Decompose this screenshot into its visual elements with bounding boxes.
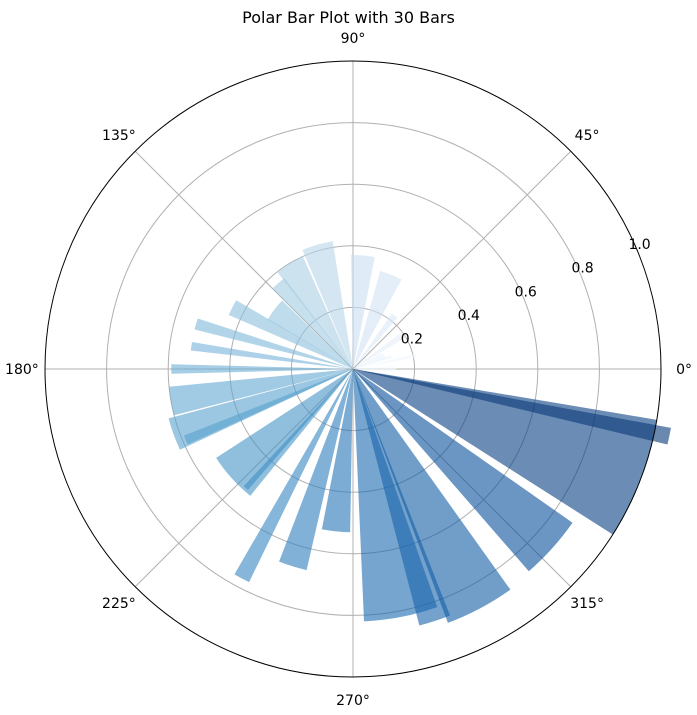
tick-labels: 0° 45° 90° 135° 180° 225° 270° 315° 0.2 0.4 0.6 0.8… [5,31,692,709]
angle-tick-label: 45° [575,128,600,144]
angle-tick-label: 135° [102,128,136,144]
polar-bar [277,256,353,369]
angle-tick-label: 180° [5,362,39,378]
polar-bar [353,331,406,369]
polar-bar [353,353,417,369]
polar-bar [353,369,671,445]
angle-tick-label: 315° [570,596,604,612]
polar-bar [302,241,353,369]
polar-bar [353,369,657,535]
polar-bar [353,352,386,369]
bars-layer [168,241,671,626]
polar-bar [267,300,353,369]
polar-bar [216,369,353,496]
polar-bar [228,300,353,369]
radial-tick-label: 0.2 [401,331,423,347]
polar-bar [353,365,397,372]
radial-tick-label: 0.4 [458,308,480,324]
polar-bar [353,271,402,369]
polar-bar [243,369,353,490]
polar-bar [190,342,353,369]
angle-tick-label: 270° [336,693,370,709]
polar-bar [321,369,353,533]
chart-title: Polar Bar Plot with 30 Bars [242,8,455,27]
outer-ring [44,60,662,678]
polar-bar [353,313,398,369]
angle-tick-label: 90° [341,31,366,47]
polar-bar [353,369,511,623]
radial-tick-label: 0.6 [515,284,537,300]
angular-gridline [352,150,572,370]
polar-bar [183,369,353,445]
polar-bar [194,318,353,369]
polar-bar [171,364,353,374]
angle-tick-label: 0° [676,362,692,378]
angle-tick-label: 225° [102,596,136,612]
polar-bar [353,369,573,572]
polar-bar [279,369,353,571]
polar-bar [169,369,353,416]
radial-tick-label: 1.0 [628,237,650,253]
polar-bar [351,255,375,369]
polar-bar [272,277,353,369]
radial-tick-label: 0.8 [571,261,593,277]
polar-bar [234,369,353,583]
